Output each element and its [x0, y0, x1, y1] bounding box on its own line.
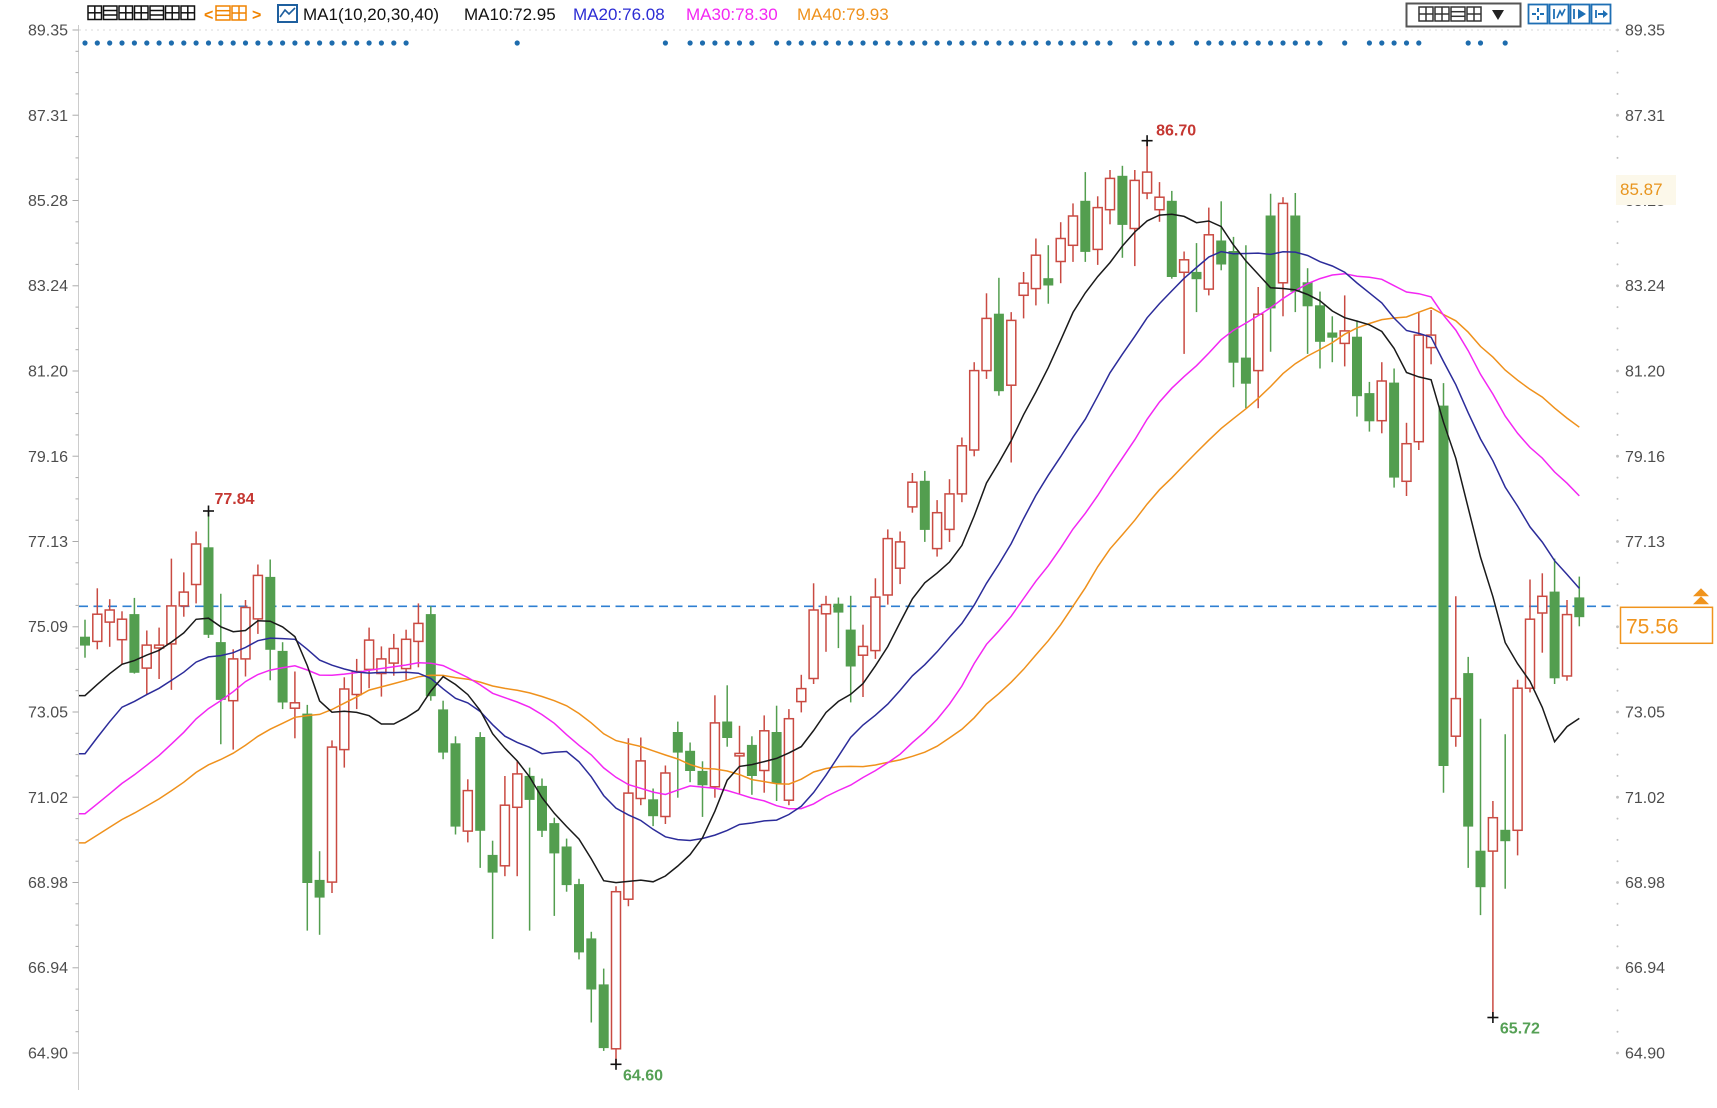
svg-text:89.35: 89.35	[1625, 23, 1665, 40]
svg-text:68.98: 68.98	[1625, 875, 1665, 892]
svg-text:66.94: 66.94	[1625, 960, 1665, 977]
svg-text:<: <	[204, 7, 213, 24]
svg-text:65.72: 65.72	[1500, 1021, 1540, 1038]
svg-text:73.05: 73.05	[1625, 705, 1665, 722]
svg-text:68.98: 68.98	[28, 875, 68, 892]
svg-text:MA1(10,20,30,40): MA1(10,20,30,40)	[303, 5, 439, 24]
svg-text:77.13: 77.13	[28, 534, 68, 551]
svg-text:85.87: 85.87	[1620, 180, 1663, 199]
svg-text:83.24: 83.24	[28, 278, 68, 295]
svg-text:77.84: 77.84	[215, 491, 255, 508]
svg-text:81.20: 81.20	[1625, 364, 1665, 381]
svg-text:79.16: 79.16	[1625, 449, 1665, 466]
svg-text:86.70: 86.70	[1156, 123, 1196, 140]
svg-text:77.13: 77.13	[1625, 534, 1665, 551]
svg-text:64.90: 64.90	[1625, 1046, 1665, 1063]
svg-text:MA40:79.93: MA40:79.93	[797, 5, 889, 24]
svg-text:71.02: 71.02	[28, 790, 68, 807]
svg-text:79.16: 79.16	[28, 449, 68, 466]
svg-text:64.90: 64.90	[28, 1046, 68, 1063]
svg-text:MA20:76.08: MA20:76.08	[573, 5, 665, 24]
svg-text:MA30:78.30: MA30:78.30	[686, 5, 778, 24]
svg-text:71.02: 71.02	[1625, 790, 1665, 807]
svg-text:87.31: 87.31	[28, 108, 68, 125]
svg-text:87.31: 87.31	[1625, 108, 1665, 125]
svg-text:64.60: 64.60	[623, 1067, 663, 1084]
svg-text:75.56: 75.56	[1626, 615, 1679, 638]
svg-text:81.20: 81.20	[28, 364, 68, 381]
svg-text:75.09: 75.09	[28, 619, 68, 636]
svg-text:66.94: 66.94	[28, 960, 68, 977]
svg-text:89.35: 89.35	[28, 23, 68, 40]
svg-text:>: >	[252, 7, 261, 24]
svg-text:73.05: 73.05	[28, 705, 68, 722]
svg-text:83.24: 83.24	[1625, 278, 1665, 295]
svg-text:MA10:72.95: MA10:72.95	[464, 5, 556, 24]
svg-text:85.28: 85.28	[28, 193, 68, 210]
